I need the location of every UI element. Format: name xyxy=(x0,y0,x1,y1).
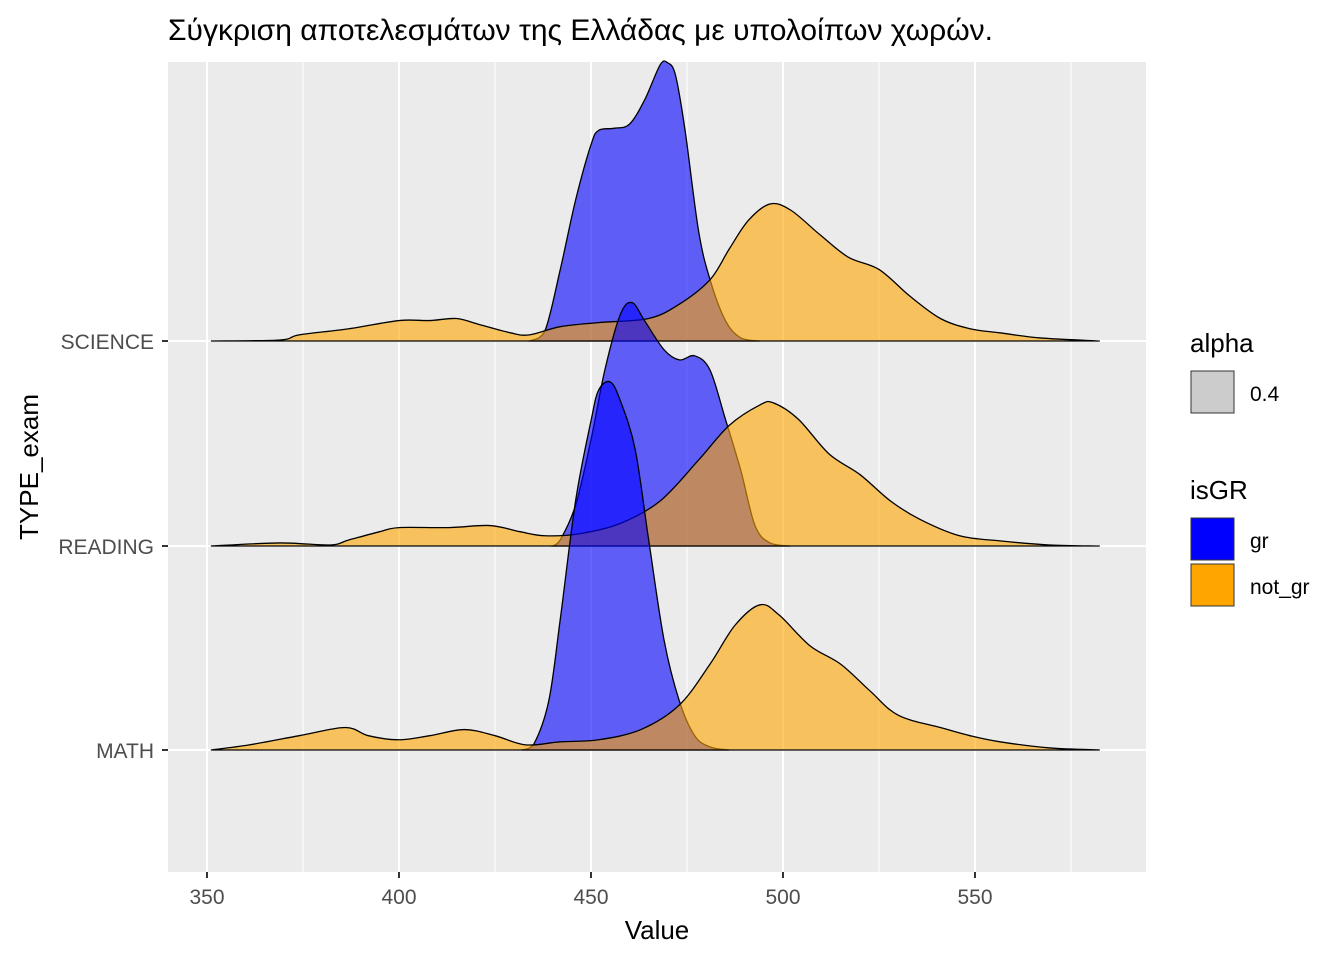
y-tick-label-science: SCIENCE xyxy=(61,331,154,354)
x-tick-label: 450 xyxy=(573,886,608,909)
legend-title-isgr: isGR xyxy=(1190,475,1248,505)
legend-key-alpha xyxy=(1190,370,1235,414)
density-science-not-gr xyxy=(210,202,1100,342)
legend-key-gr xyxy=(1190,517,1235,561)
y-axis: MATH READING SCIENCE xyxy=(58,331,168,763)
x-axis-label: Value xyxy=(625,915,690,945)
chart-title: Σύγκριση αποτελεσμάτων της Ελλάδας με υπ… xyxy=(168,14,993,47)
x-tick-label: 550 xyxy=(957,886,992,909)
legend: alpha 0.4 isGR gr not_gr xyxy=(1190,328,1310,607)
legend-key-not-gr xyxy=(1190,563,1235,607)
density-ridges xyxy=(210,60,1100,751)
density-reading-not-gr xyxy=(210,400,1100,547)
x-tick-label: 350 xyxy=(189,886,224,909)
x-tick-label: 500 xyxy=(765,886,800,909)
y-tick-label-reading: READING xyxy=(58,536,154,559)
density-math-not-gr xyxy=(210,603,1100,751)
legend-label-alpha: 0.4 xyxy=(1250,383,1280,406)
y-axis-label: TYPE_exam xyxy=(14,394,44,540)
legend-label-not-gr: not_gr xyxy=(1250,576,1310,599)
x-axis: 350 400 450 500 550 xyxy=(189,872,993,909)
y-tick-label-math: MATH xyxy=(96,740,154,763)
x-tick-label: 400 xyxy=(381,886,416,909)
legend-title-alpha: alpha xyxy=(1190,328,1254,358)
legend-label-gr: gr xyxy=(1250,530,1269,553)
